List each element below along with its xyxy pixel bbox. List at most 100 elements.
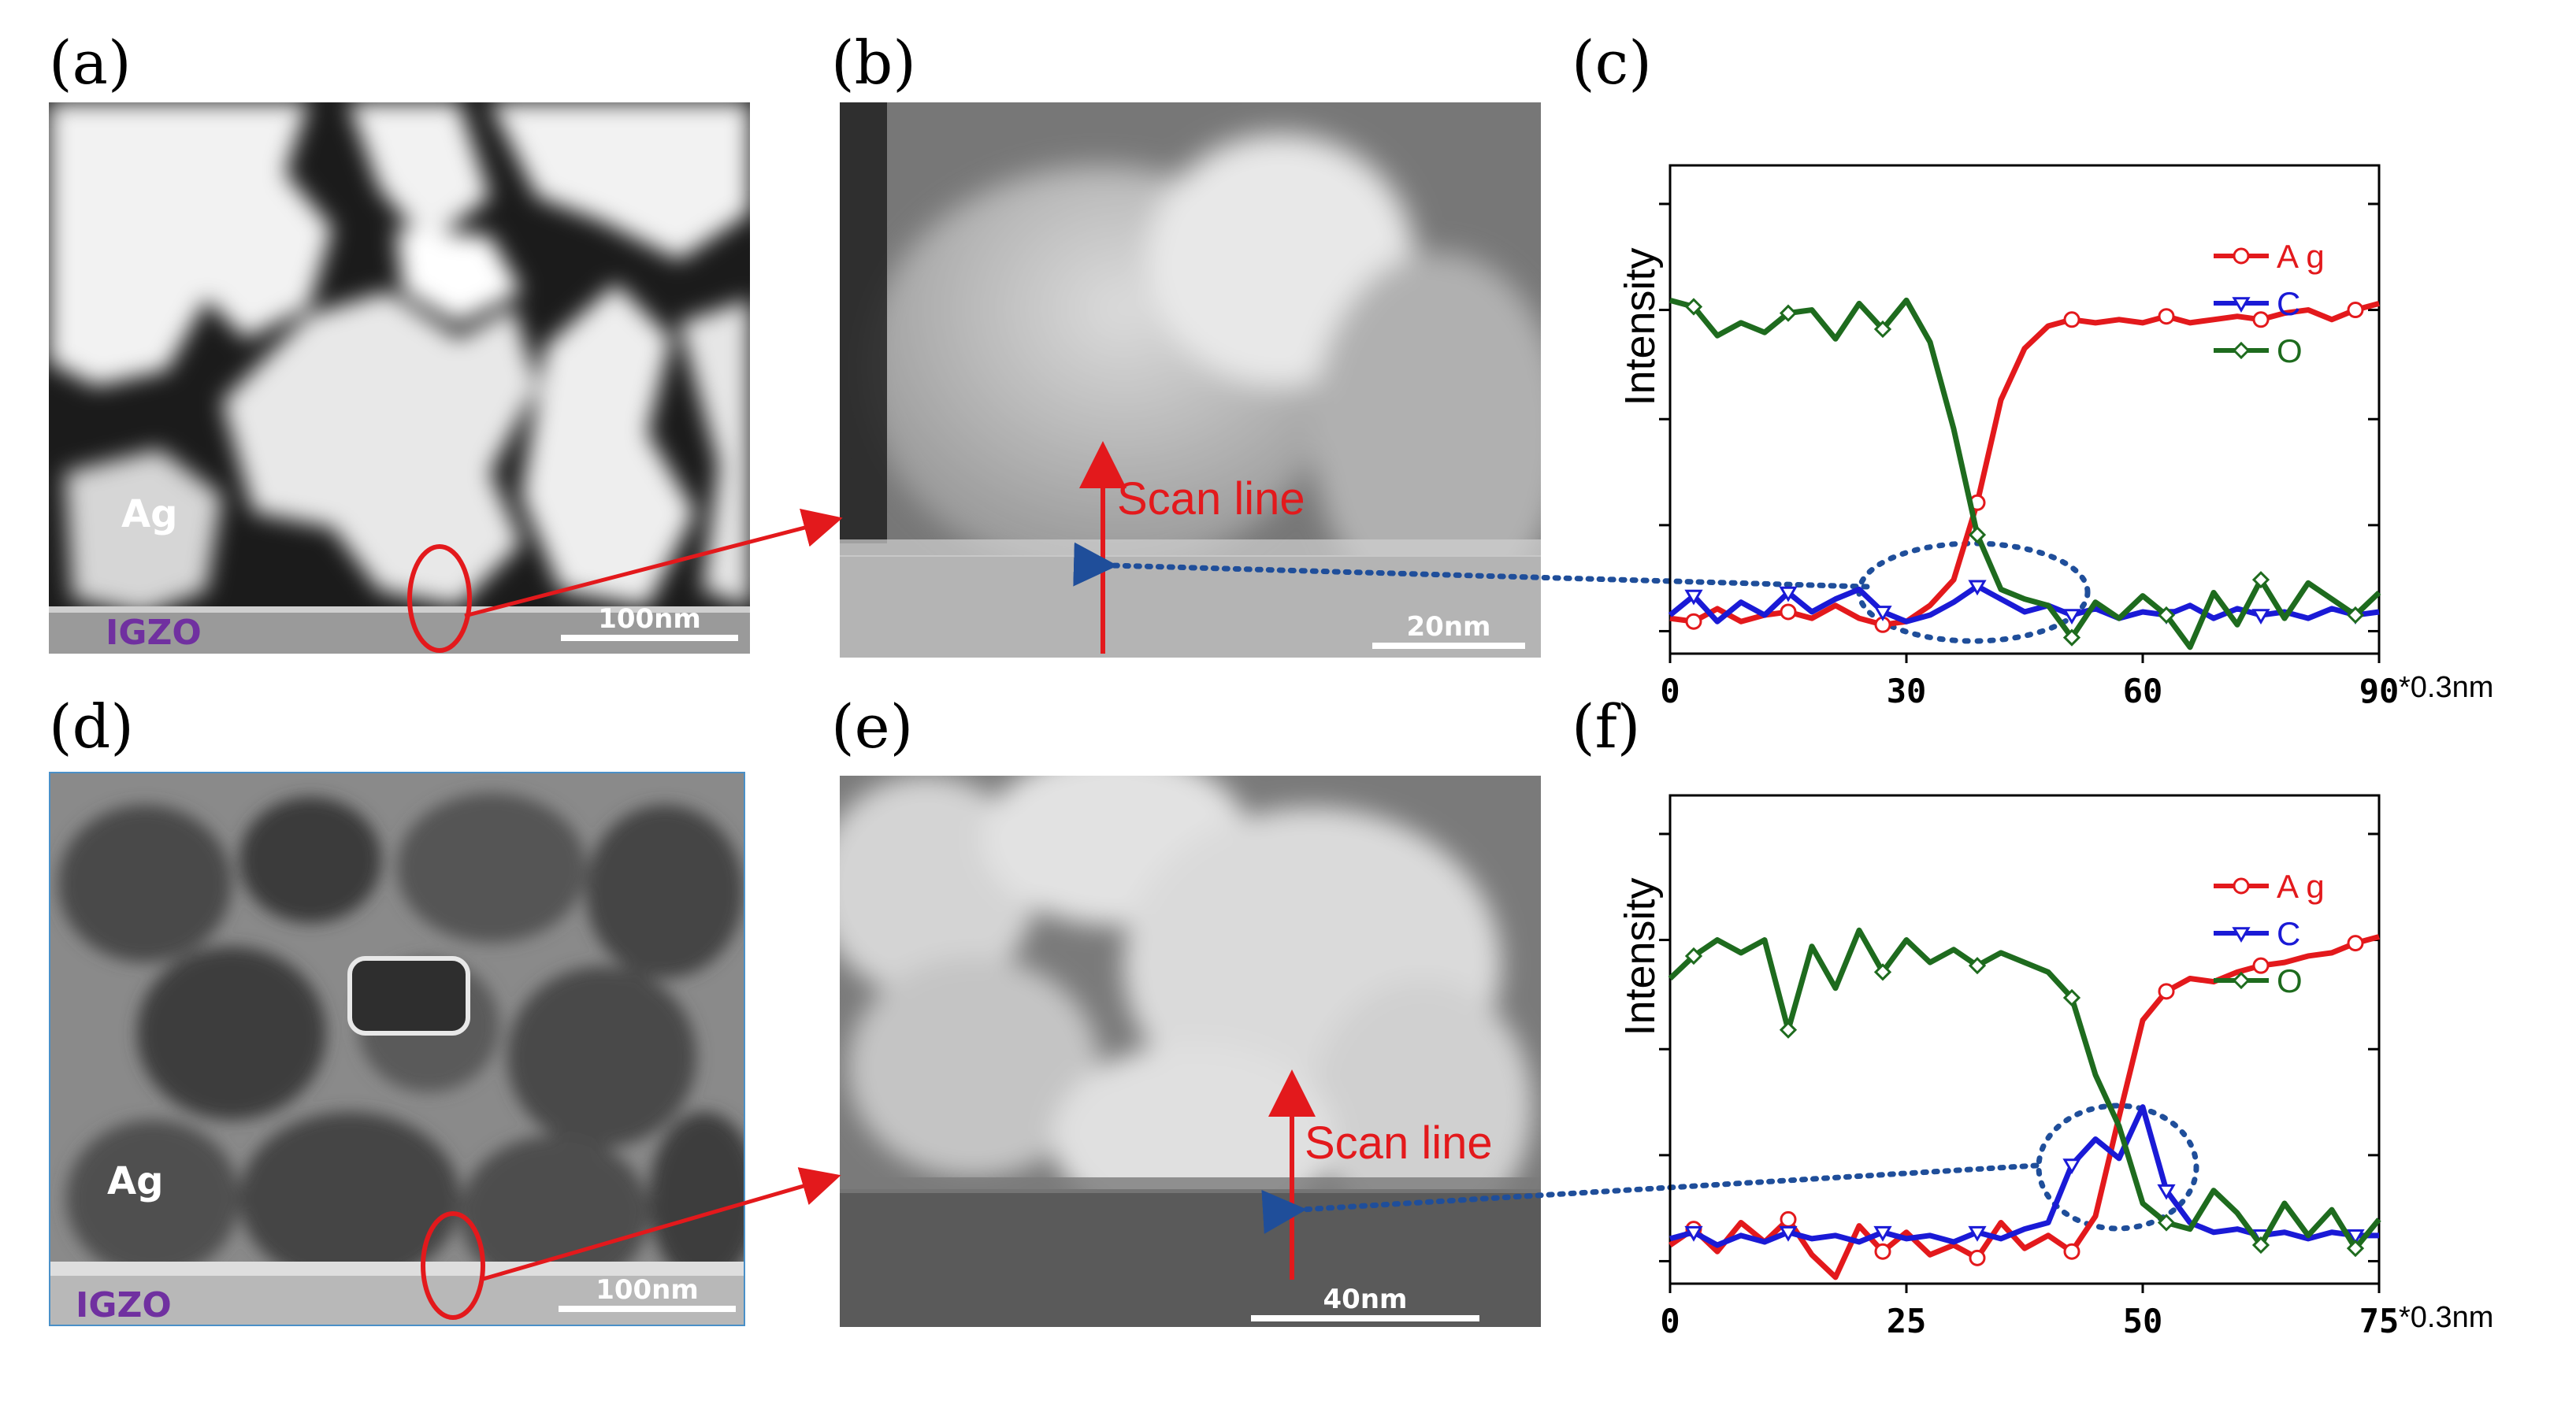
panel-label-f: (f) [1572, 691, 1641, 762]
micrograph-a-image [49, 102, 750, 654]
micrograph-a: Ag IGZO 100nm [49, 102, 750, 654]
label-igzo-d: IGZO [76, 1285, 172, 1325]
panel-label-a: (a) [49, 28, 132, 98]
legend-entry: O [2214, 332, 2303, 369]
legend-marker [2232, 971, 2251, 990]
legend-entry: C [2214, 915, 2300, 952]
x-tick-label: 60 [2123, 672, 2163, 709]
legend-label: O [2277, 332, 2303, 369]
x-tick-label: 75 [2359, 1302, 2400, 1339]
legend-label: A g [2277, 868, 2325, 905]
series-o [1669, 297, 2381, 650]
data-point [1779, 304, 1798, 322]
legend-label: C [2277, 285, 2300, 322]
data-point [1685, 613, 1702, 630]
data-point [1968, 1225, 1987, 1242]
interface-ellipse-f [2036, 1103, 2199, 1232]
micrograph-b-image [840, 102, 1541, 658]
scale-bar-a [561, 635, 738, 641]
x-tick-label: 0 [1660, 1302, 1680, 1339]
region-ellipse-d [421, 1211, 485, 1320]
zoom-arrow-a-b [464, 508, 843, 618]
data-point [1684, 589, 1703, 606]
data-point [2346, 1240, 2365, 1258]
data-point [2062, 609, 2081, 625]
data-point [1969, 1249, 1986, 1266]
legend-marker [2232, 927, 2251, 943]
data-point [1873, 606, 1892, 621]
data-point [2347, 302, 2364, 319]
data-point [1968, 580, 1987, 596]
data-point [2157, 1214, 2176, 1232]
data-point [2347, 935, 2364, 952]
data-point [1873, 963, 1892, 981]
data-point [2252, 311, 2270, 328]
scale-text-b: 20nm [1406, 611, 1491, 643]
scale-text-e: 40nm [1323, 1284, 1408, 1315]
x-unit-label: *0.3nm [2399, 671, 2493, 704]
data-point [2062, 1158, 2081, 1175]
data-point [1684, 947, 1703, 966]
data-point [2251, 609, 2270, 625]
data-point [2063, 311, 2080, 328]
panel-label-e: (e) [831, 691, 914, 762]
series-ag [1668, 934, 2380, 1281]
label-igzo-a: IGZO [106, 613, 202, 653]
data-point [2158, 308, 2175, 325]
x-tick-label: 50 [2123, 1302, 2163, 1339]
data-point [2251, 571, 2270, 589]
micrograph-b: 20nm [840, 102, 1541, 658]
scale-text-a: 100nm [598, 603, 701, 635]
data-point [2063, 1243, 2080, 1260]
legend-marker [2233, 247, 2250, 265]
data-point [1873, 1225, 1892, 1242]
panel-label-b: (b) [831, 28, 916, 98]
y-axis-label: Intensity [1616, 247, 1664, 406]
data-point [2251, 1236, 2270, 1255]
data-point [2157, 606, 2176, 625]
micrograph-d-image [50, 773, 744, 1325]
x-tick-label: 90 [2359, 672, 2400, 709]
x-tick-label: 25 [1887, 1302, 1927, 1339]
line-chart-c: 0 30 60 90 *0.3nm Intensity A g CO [1616, 164, 2493, 709]
panel-label-d: (d) [49, 691, 134, 762]
link-arrow-c-b [1073, 542, 1870, 590]
scan-line-label-e: Scan line [1305, 1117, 1493, 1169]
data-point [2157, 1184, 2176, 1200]
zoom-arrow-d-e [480, 1167, 841, 1282]
data-point [2062, 988, 2081, 1007]
data-point [1780, 603, 1797, 621]
micrograph-d: Ag IGZO 100nm [49, 772, 745, 1326]
label-ag-d: Ag [107, 1159, 164, 1203]
series-line [1669, 301, 2380, 628]
data-point [1968, 957, 1987, 975]
data-point [1684, 1225, 1703, 1242]
series-c [1669, 1104, 2379, 1248]
data-point [1873, 320, 1892, 339]
panel-label-c: (c) [1572, 28, 1652, 98]
x-tick-label: 30 [1887, 672, 1927, 709]
line-chart-f: 0 25 50 75 *0.3nm Intensity A g CO [1616, 794, 2493, 1339]
legend-marker [2233, 877, 2250, 895]
legend-marker [2232, 297, 2251, 313]
data-point [1779, 586, 1798, 602]
scale-text-d: 100nm [596, 1274, 699, 1306]
scale-bar-e [1251, 1315, 1479, 1321]
data-point [1779, 1021, 1798, 1039]
plot-frame [1668, 164, 2381, 655]
legend-entry: O [2214, 962, 2303, 999]
label-ag-a: Ag [121, 492, 178, 536]
data-point [1779, 1225, 1798, 1242]
micrograph-e: 40nm [840, 776, 1541, 1327]
legend-entry: A g [2214, 868, 2325, 905]
legend-entry: C [2214, 285, 2300, 322]
scale-bar-d [559, 1306, 736, 1312]
scan-line-label-b: Scan line [1117, 473, 1305, 524]
data-point [1874, 1243, 1891, 1260]
data-point [2252, 957, 2270, 974]
legend-label: C [2277, 915, 2300, 952]
region-ellipse-a [407, 544, 472, 653]
micrograph-e-image [840, 776, 1541, 1327]
series-o [1668, 927, 2381, 1258]
